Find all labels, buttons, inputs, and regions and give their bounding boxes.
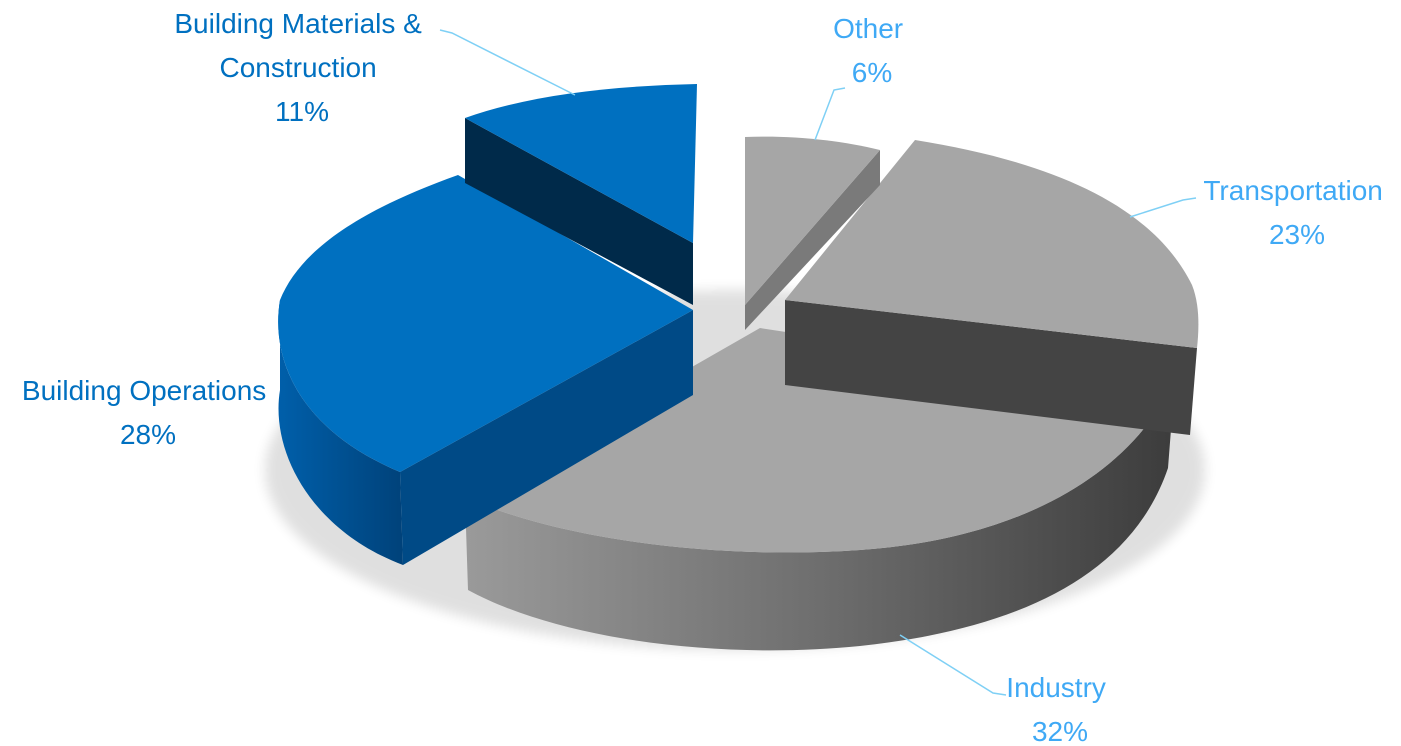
leader-lines [439,29,1197,696]
slice-building-materials-top [465,84,697,243]
slice-industry-side [465,378,1175,651]
slice-labels: Building Materials & Construction 11% Bu… [22,8,1390,746]
slice-other-cut-face [745,150,880,330]
slice-building-materials [465,84,697,305]
slice-other-top [745,136,880,305]
slice-transportation [785,140,1199,435]
label-industry: Industry 32% [1006,672,1113,746]
slice-transportation-cut-face [785,300,1197,435]
label-transportation: Transportation 23% [1203,175,1390,250]
label-building-materials: Building Materials & Construction 11% [174,8,429,127]
leader-line-other [814,87,846,141]
slice-transportation-top [785,140,1199,348]
leader-line-building-materials [439,29,576,96]
slice-building-operations-top [278,175,693,472]
label-building-operations: Building Operations 28% [22,375,274,450]
leader-line-industry [899,634,1007,696]
slice-building-materials-cut-face [465,118,693,305]
slice-building-operations [278,175,693,565]
label-other: Other 6% [833,13,911,88]
slice-building-operations-side [278,300,403,565]
slice-other [745,136,880,330]
leader-line-transportation [1129,197,1197,218]
slice-building-operations-cut-face [400,310,693,565]
